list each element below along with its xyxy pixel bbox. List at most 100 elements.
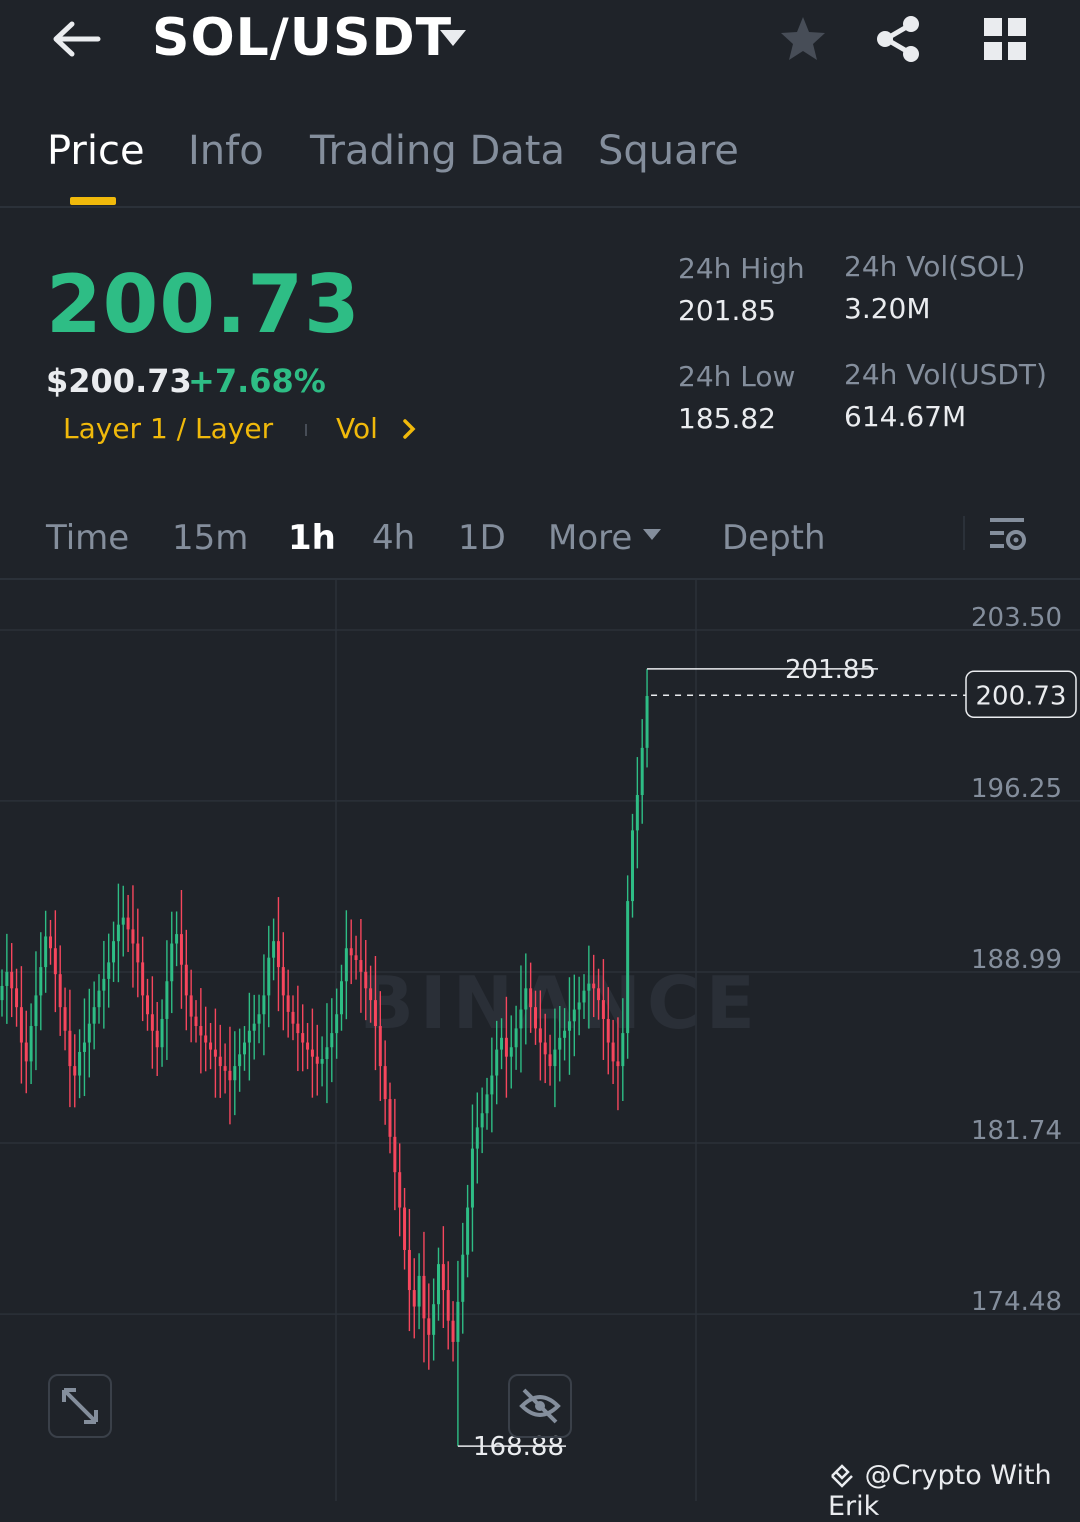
low-value: 185.82 (678, 402, 776, 435)
vol-usdt-value: 614.67M (844, 400, 967, 433)
candle-body (131, 929, 135, 944)
candle-body (640, 747, 644, 796)
candle-body (349, 948, 353, 956)
candle-body (97, 990, 101, 1008)
candle-body (252, 1023, 256, 1031)
high-marker-label: 201.85 (785, 655, 876, 685)
candle-body (558, 1037, 562, 1050)
candle-body (68, 1030, 72, 1067)
candle-body (601, 1000, 605, 1019)
candle-body (272, 941, 276, 958)
y-tick-label: 188.99 (971, 945, 1062, 975)
candle-body (480, 1113, 484, 1128)
binance-logo-icon (831, 1464, 853, 1488)
star-icon[interactable] (778, 14, 828, 64)
candle-body (107, 962, 111, 979)
candle-body (403, 1207, 407, 1250)
y-tick-label: 196.25 (971, 774, 1062, 804)
candle-body (5, 971, 9, 986)
candle-body (29, 1026, 33, 1062)
candle-body (393, 1136, 397, 1173)
candle-body (645, 696, 649, 748)
candle-body (243, 1042, 246, 1055)
chevron-right-icon[interactable] (400, 418, 418, 440)
high-value: 201.85 (678, 294, 776, 327)
candle-body (466, 1207, 470, 1255)
candle-body (281, 967, 285, 996)
caret-down-icon[interactable] (642, 527, 662, 541)
candle-body (626, 901, 630, 1034)
y-axis-labels: 203.50 196.25 188.99 181.74 174.48 (971, 603, 1062, 1317)
tag-vol[interactable]: Vol (336, 412, 378, 445)
candle-body (359, 960, 363, 972)
tab-price[interactable]: Price (47, 128, 145, 174)
candle-body (160, 1018, 164, 1048)
candle-body (369, 988, 373, 1001)
candle-body (82, 1042, 86, 1052)
caret-down-icon[interactable] (438, 28, 468, 50)
candle-body (276, 941, 280, 968)
candle-body (412, 1290, 416, 1307)
candle-body (490, 1075, 494, 1095)
candle-body (611, 1042, 615, 1062)
candle-body (267, 957, 271, 996)
vol-sol-value: 3.20M (844, 292, 931, 325)
candle-body (407, 1249, 411, 1291)
candle-body (500, 1037, 504, 1050)
tab-info[interactable]: Info (188, 128, 264, 174)
tab-trading-data[interactable]: Trading Data (310, 128, 565, 174)
candle-body (567, 1021, 571, 1031)
candle-body (606, 1018, 610, 1043)
candle-body (10, 971, 14, 989)
candle-body (383, 1066, 387, 1100)
candle-body (572, 1009, 576, 1022)
vol-usdt-label: 24h Vol(USDT) (844, 358, 1047, 391)
divider (0, 206, 1080, 208)
candle-body (340, 981, 343, 1015)
candle-body (437, 1264, 440, 1305)
candle-body (441, 1264, 445, 1291)
candle-body (92, 1007, 96, 1024)
candlestick-chart[interactable]: BINANCE 203.50 196.25 188.99 181.74 174.48 2… (0, 580, 1080, 1501)
candle-body (456, 1301, 460, 1342)
candle-body (34, 995, 38, 1027)
candle-body (291, 1011, 295, 1024)
candle-body (296, 1023, 300, 1034)
eye-off-icon[interactable] (508, 1374, 572, 1438)
grid-icon[interactable] (982, 16, 1028, 62)
candle-body (509, 1047, 513, 1057)
candle-body (621, 1033, 625, 1067)
interval-depth[interactable]: Depth (722, 518, 826, 558)
candle-body (15, 988, 19, 1008)
pair-title[interactable]: SOL/USDT (152, 8, 453, 68)
candle-body (616, 1061, 620, 1067)
y-tick-label: 203.50 (971, 603, 1062, 633)
interval-4h[interactable]: 4h (372, 518, 416, 558)
tab-square[interactable]: Square (598, 128, 739, 174)
interval-1h[interactable]: 1h (288, 518, 336, 558)
candle-body (150, 1014, 154, 1031)
candle-body (53, 948, 57, 975)
back-arrow-icon[interactable] (48, 14, 104, 64)
candle-body (199, 1026, 203, 1036)
share-icon[interactable] (874, 14, 924, 64)
candles (0, 668, 649, 1447)
candle-body (432, 1304, 436, 1335)
candle-body (301, 1033, 305, 1043)
candle-body (175, 934, 179, 944)
candle-body (223, 1066, 227, 1071)
fullscreen-button[interactable] (48, 1374, 112, 1438)
candle-body (548, 1054, 552, 1067)
tag-layer[interactable]: Layer 1 / Layer (63, 412, 274, 445)
candle-body (257, 1014, 261, 1024)
chart-settings-icon[interactable] (988, 515, 1028, 553)
interval-1d[interactable]: 1D (458, 518, 506, 558)
interval-more[interactable]: More (548, 518, 633, 558)
candle-body (577, 1002, 581, 1010)
candle-body (451, 1320, 455, 1342)
candle-body (514, 1028, 518, 1048)
candle-body (597, 988, 601, 1001)
interval-time[interactable]: Time (46, 518, 130, 558)
interval-15m[interactable]: 15m (172, 518, 249, 558)
candle-body (146, 995, 149, 1015)
